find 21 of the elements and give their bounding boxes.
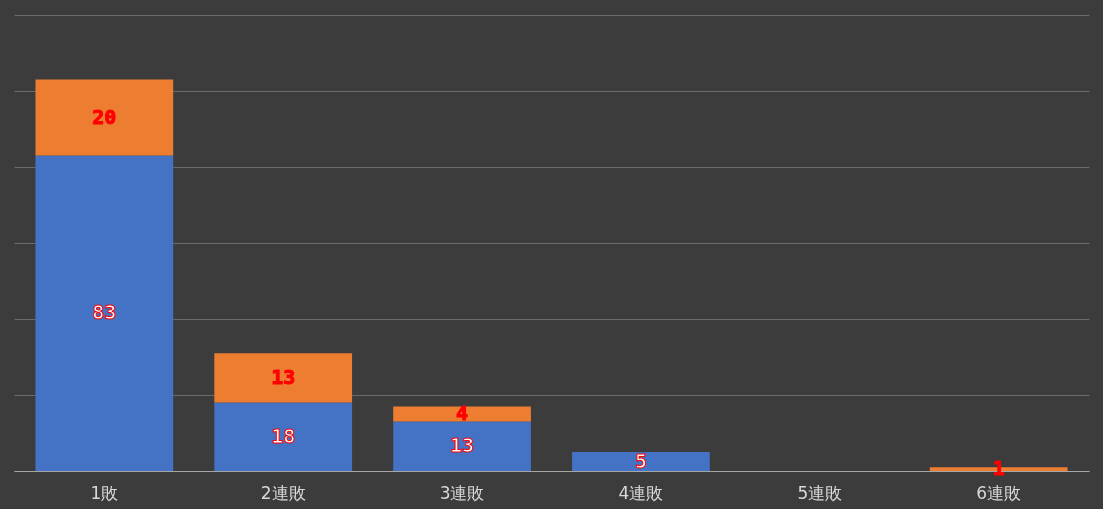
data-label: 1 [992,456,1005,481]
x-tick-label: 5連敗 [797,482,843,503]
bar [214,402,353,471]
x-tick-label: 1敗 [90,482,119,503]
bar [393,421,531,471]
x-tick-label: 2連敗 [260,482,306,503]
bar [572,452,710,471]
data-label: 83 [92,300,117,325]
bar [35,155,174,471]
data-label: 13 [450,433,475,458]
x-tick-label: 4連敗 [618,482,664,503]
bar [35,79,174,156]
x-tick-label: 6連敗 [976,482,1022,503]
data-label: 18 [271,423,296,448]
data-label: 13 [271,364,296,389]
data-label: 20 [92,104,117,129]
data-label: 4 [456,401,469,425]
bar [214,353,353,403]
x-tick-label: 3連敗 [439,482,485,503]
bar [393,406,531,422]
data-label: 5 [634,448,647,473]
